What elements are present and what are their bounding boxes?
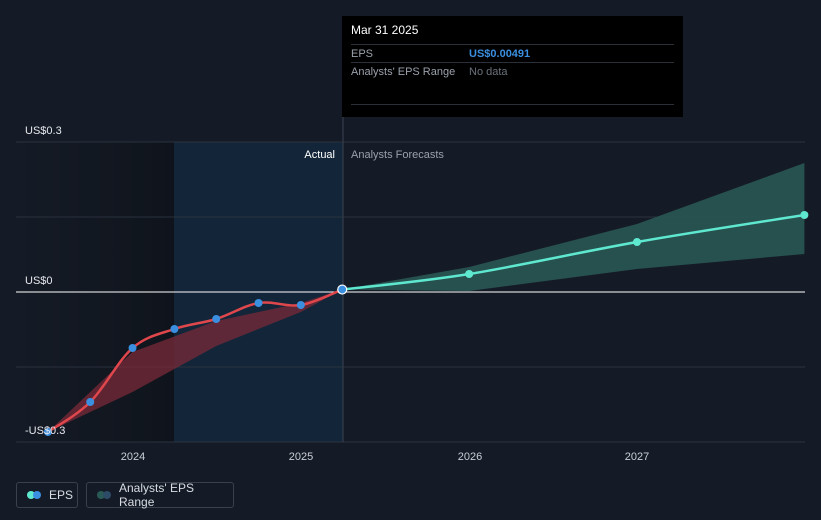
axis-labels: US$0.3 US$0 -US$0.3 2024 2025 2026 2027 … xyxy=(25,125,649,463)
eps-point xyxy=(296,301,305,309)
tooltip-eps-row: EPS US$0.00491 xyxy=(351,44,674,62)
past-eps-range xyxy=(47,289,343,432)
legend-eps-label: EPS xyxy=(49,488,74,502)
legend-eps-toggle[interactable]: EPS xyxy=(16,482,78,508)
x-tick-label: 2024 xyxy=(121,451,145,463)
eps-point xyxy=(254,299,263,307)
y-tick-label: US$0.3 xyxy=(25,125,62,137)
forecast-point xyxy=(465,270,474,278)
y-tick-label: US$0 xyxy=(25,275,53,287)
eps-point xyxy=(170,325,179,333)
tooltip-eps-label: EPS xyxy=(351,47,374,60)
legend-range-toggle[interactable]: Analysts' EPS Range xyxy=(86,481,234,509)
series-points xyxy=(43,211,809,436)
forecast-region-label: Analysts Forecasts xyxy=(351,149,444,161)
eps-point xyxy=(337,284,348,295)
tooltip-range-label: Analysts' EPS Range xyxy=(351,65,456,78)
x-tick-label: 2026 xyxy=(458,451,482,463)
eps-point xyxy=(128,344,137,352)
hover-tooltip: Mar 31 2025 EPS US$0.00491 Analysts' EPS… xyxy=(342,16,683,117)
eps-point xyxy=(212,315,221,323)
forecast-point xyxy=(800,211,809,219)
tooltip-range-row: Analysts' EPS Range No data xyxy=(351,62,674,80)
chart-legend: EPS Analysts' EPS Range xyxy=(16,481,234,509)
forecast-eps-range xyxy=(342,163,805,291)
eps-line xyxy=(47,288,343,434)
eps-point xyxy=(43,428,52,436)
ranges xyxy=(47,163,805,432)
y-tick-label: -US$0.3 xyxy=(25,425,65,437)
tooltip-date: Mar 31 2025 xyxy=(351,23,419,37)
forecast-point xyxy=(633,238,641,246)
legend-range-label: Analysts' EPS Range xyxy=(119,481,194,509)
tooltip-range-value: No data xyxy=(469,65,508,78)
x-tick-label: 2027 xyxy=(625,451,649,463)
forecast-line xyxy=(342,213,805,291)
tooltip-divider xyxy=(351,104,674,105)
x-tick-label: 2025 xyxy=(289,451,313,463)
actual-region-label: Actual xyxy=(304,149,335,161)
eps-point xyxy=(86,398,95,406)
range-legend-icon xyxy=(97,491,111,499)
tooltip-eps-value: US$0.00491 xyxy=(469,47,531,60)
eps-legend-icon xyxy=(27,491,41,499)
series-lines xyxy=(47,213,805,434)
